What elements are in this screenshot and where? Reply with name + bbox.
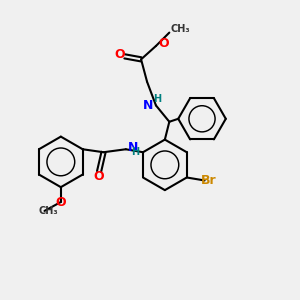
Text: H: H xyxy=(153,94,161,104)
Text: H: H xyxy=(131,147,140,157)
Text: O: O xyxy=(114,48,125,61)
Text: O: O xyxy=(158,38,169,50)
Text: O: O xyxy=(94,170,104,183)
Text: N: N xyxy=(142,99,153,112)
Text: Br: Br xyxy=(201,174,217,187)
Text: O: O xyxy=(56,196,66,208)
Text: CH₃: CH₃ xyxy=(38,206,58,216)
Text: CH₃: CH₃ xyxy=(171,24,190,34)
Text: N: N xyxy=(128,141,138,154)
